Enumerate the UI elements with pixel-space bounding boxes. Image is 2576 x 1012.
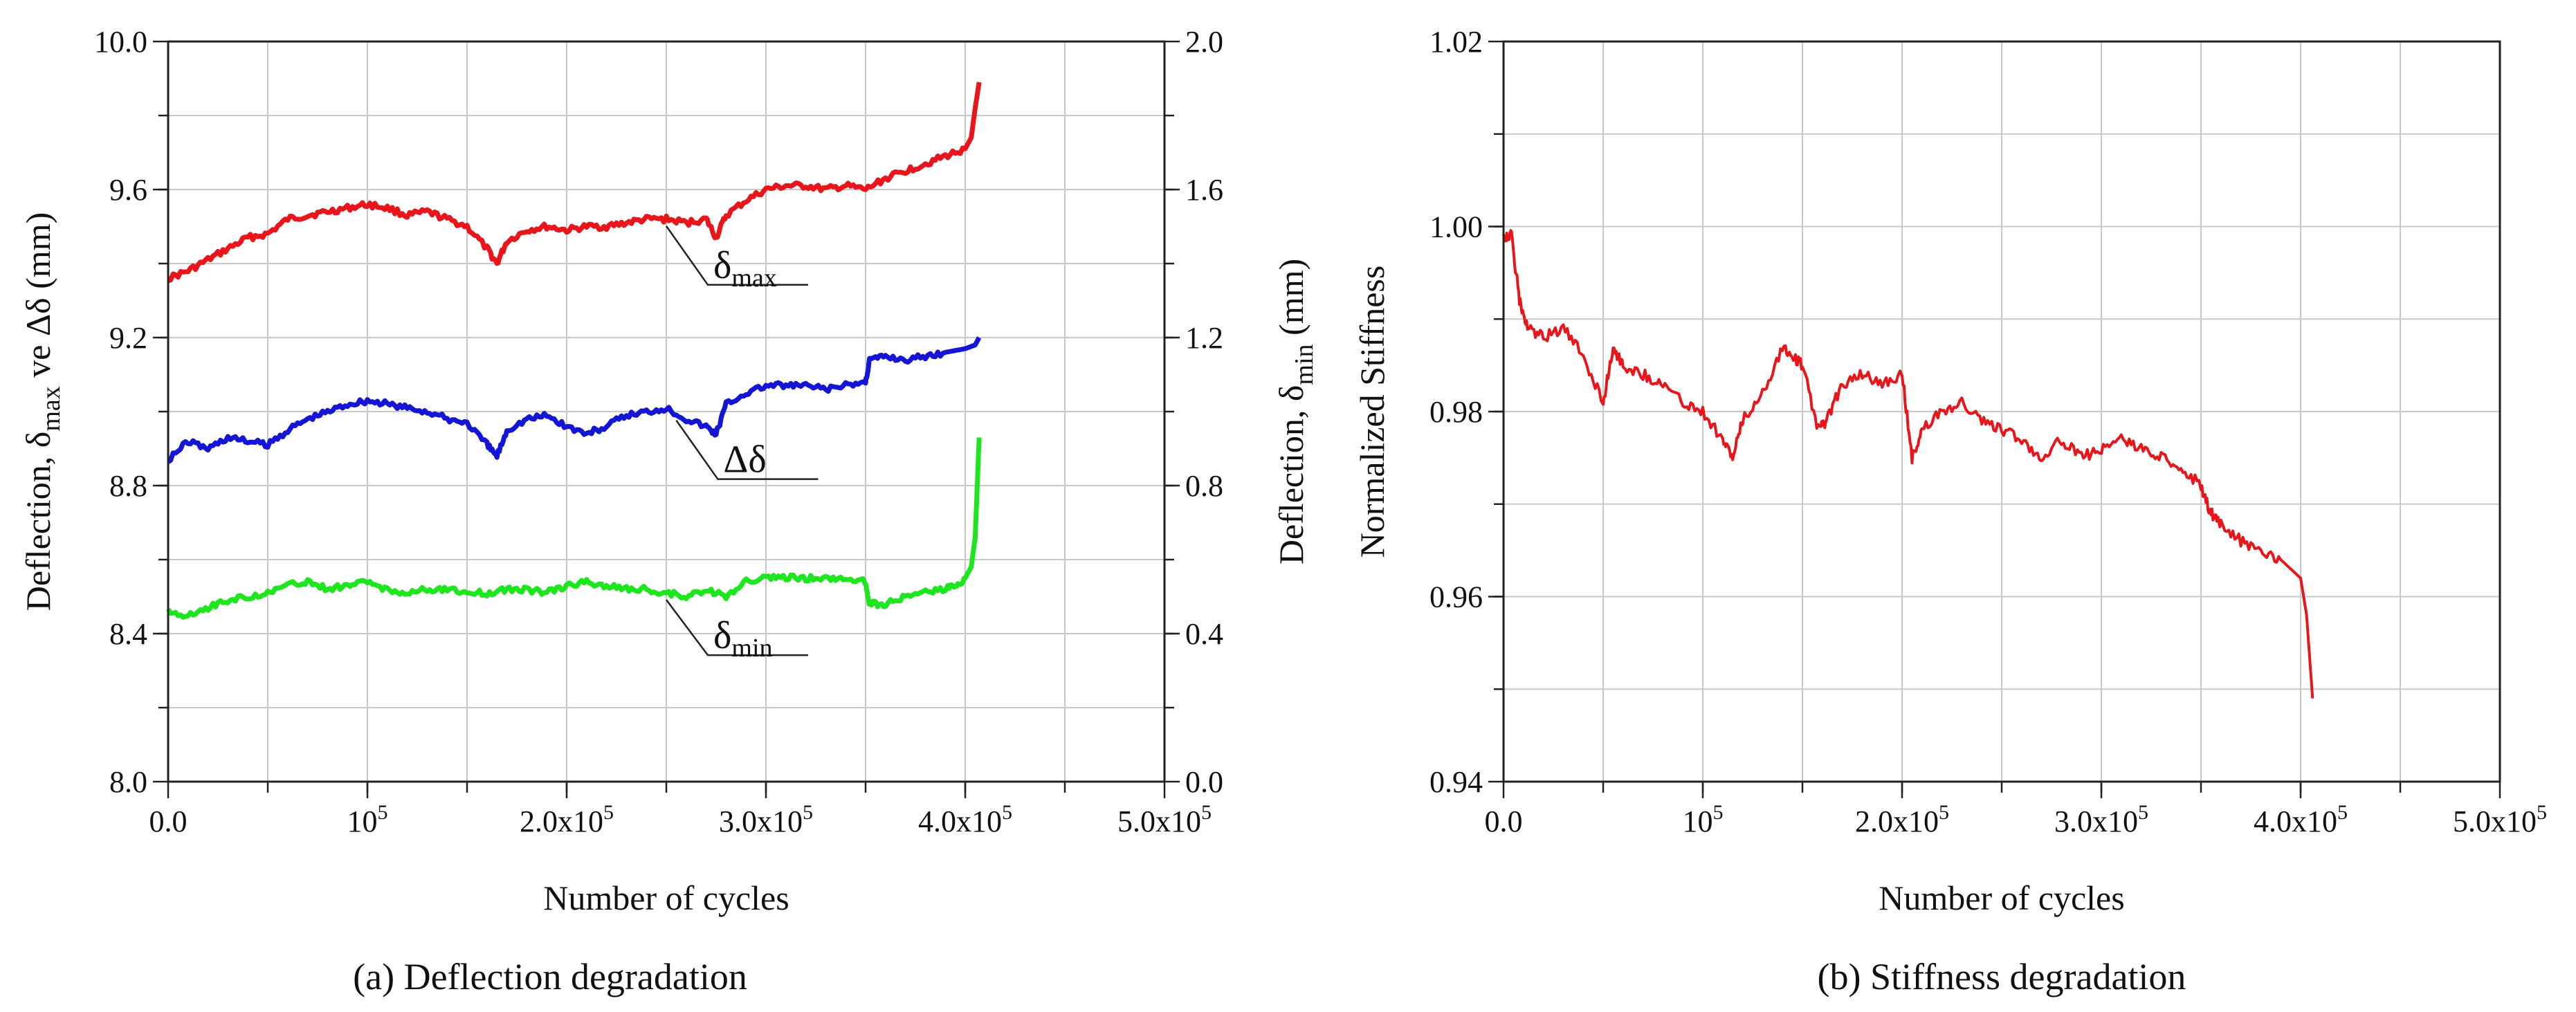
- chart-a-ytick-label: 9.6: [109, 173, 147, 207]
- chart-a-xtick-label: 5.0x105: [1117, 801, 1212, 838]
- chart-a-ytick-label-right: 1.2: [1185, 321, 1223, 355]
- chart-b-ytick-label: 1.02: [1429, 25, 1483, 59]
- chart-b-xtick-label: 105: [1683, 801, 1724, 838]
- chart-b-gridlines: [1504, 42, 2500, 782]
- chart-a-ytick-label: 10.0: [94, 25, 147, 59]
- chart-b-ytick-label: 1.00: [1429, 210, 1483, 244]
- chart-a-annotations: δmax Δδ δmin: [665, 226, 819, 663]
- chart-deflection: 0.0 105 2.0x105 3.0x105 4.0x105 5.0x105 8.0 8.4…: [19, 25, 1319, 997]
- chart-b-ytick-label: 0.94: [1429, 765, 1483, 799]
- chart-a-xlabel: Number of cycles: [543, 878, 789, 917]
- chart-a-series-line: [167, 82, 982, 284]
- chart-a-leader-line: [665, 226, 808, 286]
- chart-a-caption: (a) Deflection degradation: [353, 956, 747, 997]
- chart-stiffness: 0.0 105 2.0x105 3.0x105 4.0x105 5.0x105 0.94 0.…: [1353, 25, 2547, 997]
- chart-a-ytick-label-right: 2.0: [1185, 25, 1223, 59]
- chart-a-series-label: Δδ: [723, 439, 766, 481]
- chart-a-ylabel-left: Deflection, δmax ve Δδ (mm): [19, 212, 66, 611]
- chart-b-ytick-label: 0.96: [1429, 580, 1483, 614]
- chart-a-series-label: δmin: [713, 614, 773, 663]
- chart-b-series: [1502, 229, 2314, 699]
- chart-a-ylabel-right: Deflection, δmin (mm): [1272, 259, 1319, 564]
- chart-b-ytick-label: 0.98: [1429, 395, 1483, 429]
- chart-a-ticks: 0.0 105 2.0x105 3.0x105 4.0x105 5.0x105 8.0 8.4…: [94, 25, 1223, 838]
- chart-a-ytick-label-right: 0.0: [1185, 765, 1223, 799]
- chart-a-series-line: [167, 335, 982, 464]
- chart-b-xtick-label: 4.0x105: [2254, 801, 2348, 838]
- chart-a-xtick-label: 4.0x105: [918, 801, 1012, 838]
- chart-a-xtick-label: 2.0x105: [520, 801, 614, 838]
- chart-a-series-label: δmax: [713, 244, 777, 293]
- chart-b-xtick-label: 5.0x105: [2453, 801, 2547, 838]
- chart-a-ytick-label: 8.8: [109, 469, 147, 503]
- chart-a-leader-line: [666, 599, 808, 656]
- chart-a-xtick-label: 105: [347, 801, 388, 838]
- chart-b-series-line: [1502, 229, 2314, 699]
- chart-b-caption: (b) Stiffness degradation: [1818, 956, 2186, 997]
- chart-a-series: [165, 82, 982, 620]
- chart-a-ytick-label: 9.2: [109, 321, 147, 355]
- chart-a-ytick-label-right: 0.4: [1185, 617, 1223, 651]
- chart-b-ylabel: Normalized Stiffness: [1353, 266, 1391, 558]
- chart-b-xtick-label: 3.0x105: [2054, 801, 2148, 838]
- chart-b-xlabel: Number of cycles: [1879, 878, 2124, 917]
- chart-b-ticks: 0.0 105 2.0x105 3.0x105 4.0x105 5.0x105 0.94 0.…: [1429, 25, 2547, 838]
- chart-a-ytick-label-right: 1.6: [1185, 173, 1223, 207]
- chart-a-series-line: [165, 437, 982, 620]
- chart-a-ytick-label: 8.4: [109, 617, 147, 651]
- chart-a-leader-line: [675, 419, 819, 480]
- chart-b-xtick-label: 2.0x105: [1855, 801, 1949, 838]
- chart-a-ytick-label: 8.0: [109, 765, 147, 799]
- chart-a-ytick-label-right: 0.8: [1185, 469, 1223, 503]
- chart-a-xtick-label: 0.0: [149, 804, 188, 838]
- chart-a-xtick-label: 3.0x105: [719, 801, 813, 838]
- chart-b-xtick-label: 0.0: [1485, 804, 1523, 838]
